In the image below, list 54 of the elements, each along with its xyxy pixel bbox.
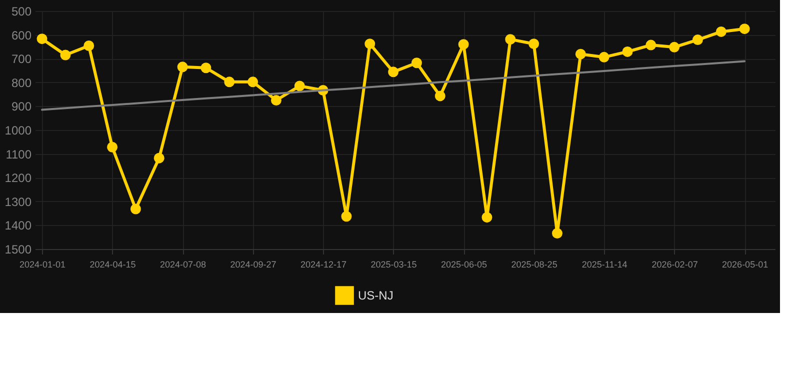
legend-label: US-NJ <box>358 288 394 302</box>
line-series <box>41 60 746 111</box>
point <box>388 66 399 78</box>
point <box>575 48 586 60</box>
y-tick-label: 1000 <box>4 124 32 138</box>
point <box>528 38 540 50</box>
point <box>341 211 352 222</box>
point <box>716 26 726 37</box>
x-tick-label: 2025-11-14 <box>582 260 628 270</box>
point <box>270 95 282 106</box>
y-tick-label: 500 <box>11 4 32 18</box>
point <box>552 228 562 239</box>
point <box>505 34 516 45</box>
point <box>294 80 305 92</box>
y-tick-label: 900 <box>11 100 32 114</box>
point <box>458 39 469 50</box>
point <box>646 40 656 50</box>
x-tick-label: 2024-01-01 <box>20 260 66 270</box>
point <box>84 40 94 51</box>
x-tick-label: 2025-03-15 <box>370 260 417 270</box>
point <box>669 42 680 52</box>
point <box>154 152 164 164</box>
point <box>36 34 48 44</box>
point <box>598 52 610 62</box>
point <box>200 62 212 74</box>
point <box>224 76 235 88</box>
point <box>60 50 71 60</box>
point <box>411 58 422 68</box>
point <box>622 46 633 57</box>
y-tick-label: 600 <box>11 28 32 42</box>
point <box>739 24 750 34</box>
x-tick-label: 2026-05-01 <box>722 260 768 270</box>
y-tick-label: 800 <box>11 76 32 90</box>
x-tick-label: 2025-08-25 <box>511 260 558 270</box>
point <box>692 34 703 46</box>
point <box>482 212 492 223</box>
point <box>130 204 141 214</box>
point <box>434 90 446 102</box>
x-tick-label: 2025-06-05 <box>441 260 488 270</box>
y-tick-label: 1300 <box>4 194 32 209</box>
point <box>107 142 118 152</box>
point <box>248 76 258 88</box>
x-tick-label: 2026-02-07 <box>652 260 698 270</box>
y-tick-label: 1400 <box>4 218 32 233</box>
point <box>177 62 188 72</box>
y-tick-label: 1100 <box>6 147 32 162</box>
y-tick-label: 1200 <box>4 171 32 186</box>
point <box>364 38 376 50</box>
x-tick-label: 2024-04-15 <box>90 260 136 270</box>
y-tick-label: 1500 <box>4 242 32 256</box>
x-tick-label: 2024-07-08 <box>160 260 206 270</box>
y-tick-label: 700 <box>11 52 32 66</box>
x-tick-label: 2024-09-27 <box>230 260 276 270</box>
x-tick-label: 2024-12-17 <box>300 260 347 270</box>
